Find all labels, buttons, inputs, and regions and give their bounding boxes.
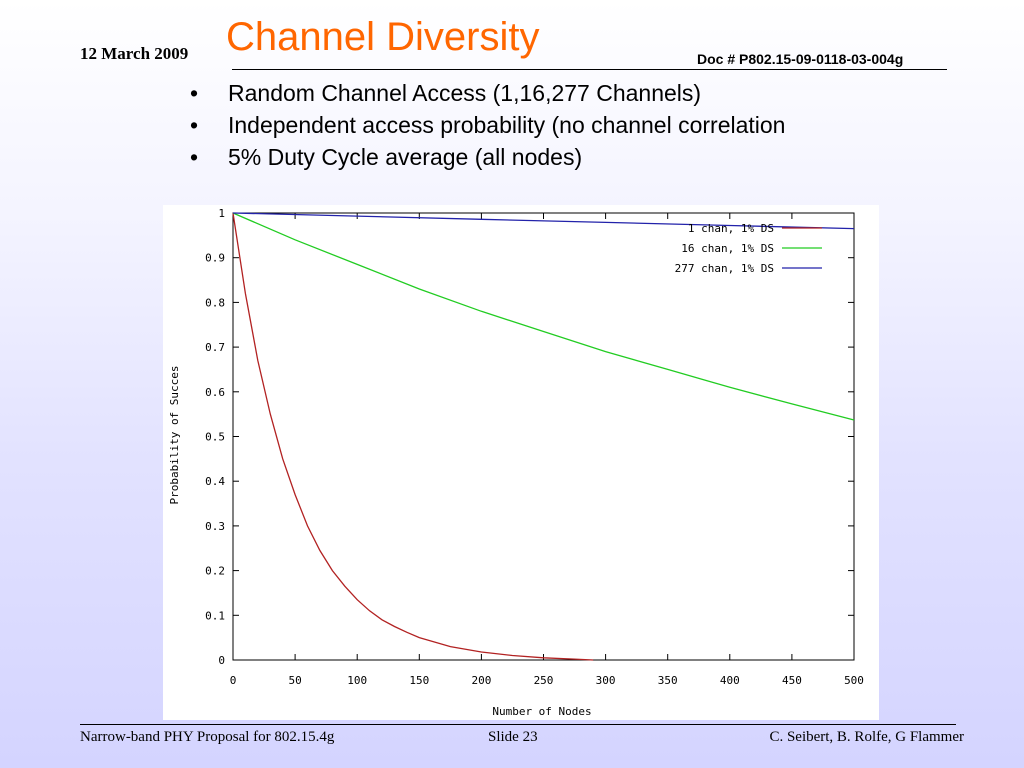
header-date: 12 March 2009	[80, 44, 189, 63]
x-tick-label: 400	[720, 674, 740, 687]
x-tick-label: 100	[347, 674, 367, 687]
bullet-dot-icon: •	[190, 144, 199, 170]
header-doc-number: Doc # P802.15-09-0118-03-004g	[697, 51, 904, 67]
bullet-text: Independent access probability (no chann…	[228, 112, 786, 138]
x-tick-label: 50	[288, 674, 301, 687]
y-tick-label: 0.5	[205, 431, 225, 444]
chart-svg: 0 50 100 150 200 250 300 350 400 450 500 0 0.1 0.2 0.3…	[168, 207, 864, 718]
y-tick-label: 0.2	[205, 565, 225, 578]
x-tick-label: 250	[534, 674, 554, 687]
footer-left: Narrow-band PHY Proposal for 802.15.4g	[80, 729, 335, 745]
x-tick-label: 150	[409, 674, 429, 687]
series-line-0	[232, 212, 594, 661]
footer-slide-number: Slide 23	[488, 729, 538, 745]
bullet-item: • Random Channel Access (1,16,277 Channel…	[190, 80, 850, 106]
header-rule	[232, 69, 947, 70]
series-line-1	[232, 212, 855, 421]
legend-label-2: 277 chan, 1% DS	[675, 262, 774, 275]
plot-frame	[232, 212, 855, 661]
x-tick-label: 450	[782, 674, 802, 687]
x-tick-label: 200	[471, 674, 491, 687]
bullet-item: • 5% Duty Cycle average (all nodes)	[190, 144, 850, 170]
y-tick-label: 0.9	[205, 252, 225, 265]
bullet-dot-icon: •	[190, 80, 199, 106]
legend-label-1: 16 chan, 1% DS	[681, 242, 774, 255]
y-tick-label: 0.7	[205, 341, 225, 354]
y-axis-label: Probability of Succes	[168, 365, 181, 504]
series-line-2	[232, 212, 855, 230]
x-tick-label: 300	[596, 674, 616, 687]
bullet-list: • Random Channel Access (1,16,277 Channel…	[190, 80, 850, 176]
y-tick-label: 0.4	[205, 475, 225, 488]
y-tick-label: 0.6	[205, 386, 225, 399]
y-tick-label: 0.3	[205, 520, 225, 533]
y-tick-label: 0.1	[205, 609, 225, 622]
footer-authors: C. Seibert, B. Rolfe, G Flammer	[769, 729, 964, 745]
x-tick-label: 350	[658, 674, 678, 687]
x-axis-label: Number of Nodes	[492, 705, 591, 718]
slide-title: Channel Diversity	[226, 15, 540, 59]
bullet-item: • Independent access probability (no chan…	[190, 112, 850, 138]
y-tick-label: 0.8	[205, 296, 225, 309]
y-tick-label: 1	[218, 207, 225, 220]
bullet-text: 5% Duty Cycle average (all nodes)	[228, 144, 583, 170]
chart-panel: 0 50 100 150 200 250 300 350 400 450 500 0 0.1 0.2 0.3…	[163, 205, 879, 720]
bullet-dot-icon: •	[190, 112, 199, 138]
footer-rule	[80, 724, 956, 725]
y-tick-label: 0	[218, 654, 225, 667]
x-tick-label: 0	[230, 674, 237, 687]
x-tick-label: 500	[844, 674, 864, 687]
legend-label-0: 1 chan, 1% DS	[688, 222, 774, 235]
bullet-text: Random Channel Access (1,16,277 Channels…	[228, 80, 702, 106]
